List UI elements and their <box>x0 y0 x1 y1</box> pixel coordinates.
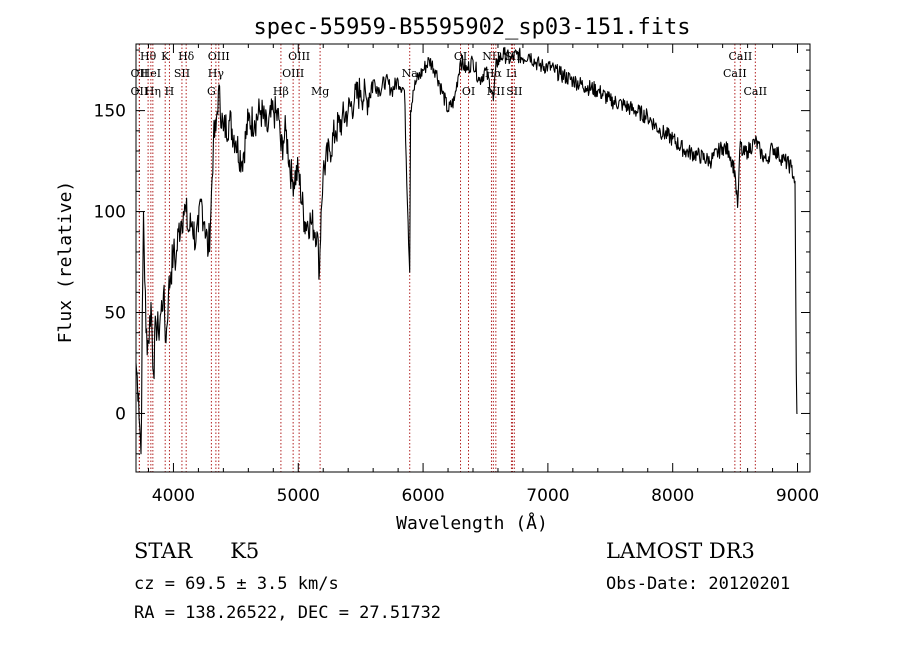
y-axis-label: Flux (relative) <box>55 181 76 344</box>
line-label-na-16: Na <box>402 67 419 80</box>
line-label-hθ-0: Hθ <box>140 50 157 63</box>
line-label-oiii-11: OIII <box>208 50 230 63</box>
y-axis: 0 50 100 150 <box>94 49 810 455</box>
coordinates: RA = 138.26522, DEC = 27.51732 <box>134 603 442 623</box>
y-tick-label-0: 0 <box>115 404 126 424</box>
class-value: STAR <box>134 539 193 563</box>
line-label-li-23: Li <box>506 67 517 80</box>
subclass-value: K5 <box>230 539 260 563</box>
line-label-hα-20: Hα <box>485 67 503 80</box>
line-label-sii-7: SII <box>174 67 190 80</box>
x-tick-label-4000: 4000 <box>152 486 195 506</box>
line-label-mg-15: Mg <box>311 85 329 98</box>
line-label-sii-24: SII <box>506 85 522 98</box>
line-label-nii-21: NII <box>487 85 505 98</box>
chart-title: spec-55959-B5595902_sp03-151.fits <box>253 15 690 40</box>
line-label-hei-3: HeI <box>141 67 161 80</box>
object-class: STAR K5 <box>134 539 259 563</box>
line-label-hη-4: Hη <box>145 85 161 98</box>
observation-date: Obs-Date: 20120201 <box>606 574 791 594</box>
plot-frame <box>135 43 811 473</box>
y-tick-label-50: 50 <box>104 304 126 324</box>
y-tick-label-150: 150 <box>94 102 126 122</box>
line-label-caii-26: CaII <box>723 67 747 80</box>
x-tick-label-9000: 9000 <box>776 486 819 506</box>
spectrum-line <box>135 46 798 455</box>
line-label-k-5: K <box>161 50 170 63</box>
x-tick-label-5000: 5000 <box>277 486 320 506</box>
y-tick-label-100: 100 <box>94 203 126 223</box>
x-tick-label-6000: 6000 <box>401 486 444 506</box>
line-label-oi-17: OI <box>454 50 467 63</box>
line-label-hγ-9: Hγ <box>208 67 225 80</box>
x-axis-label: Wavelength (Å) <box>396 512 548 534</box>
x-tick-label-7000: 7000 <box>526 486 569 506</box>
line-label-hδ-8: Hδ <box>178 50 195 63</box>
line-label-oiii-13: OIII <box>282 67 304 80</box>
spectral-line-markers: HθOIIOIIHeIHηKHSIIHδHγGOIIIHβOIIIOIIIMgN… <box>131 44 767 472</box>
line-label-h-6: H <box>165 85 175 98</box>
line-label-oii-2: OII <box>131 85 149 98</box>
line-label-oi-18: OI <box>462 85 475 98</box>
line-label-caii-25: CaII <box>729 50 753 63</box>
line-label-caii-27: CaII <box>743 85 767 98</box>
line-label-hβ-12: Hβ <box>273 85 289 98</box>
line-label-oiii-14: OIII <box>288 50 310 63</box>
x-tick-label-8000: 8000 <box>651 486 694 506</box>
x-axis: 4000 5000 6000 7000 8000 9000 <box>147 44 819 506</box>
line-label-g-10: G <box>207 85 216 98</box>
redshift-value: cz = 69.5 ± 3.5 km/s <box>134 574 339 594</box>
survey-name: LAMOST DR3 <box>606 539 755 563</box>
